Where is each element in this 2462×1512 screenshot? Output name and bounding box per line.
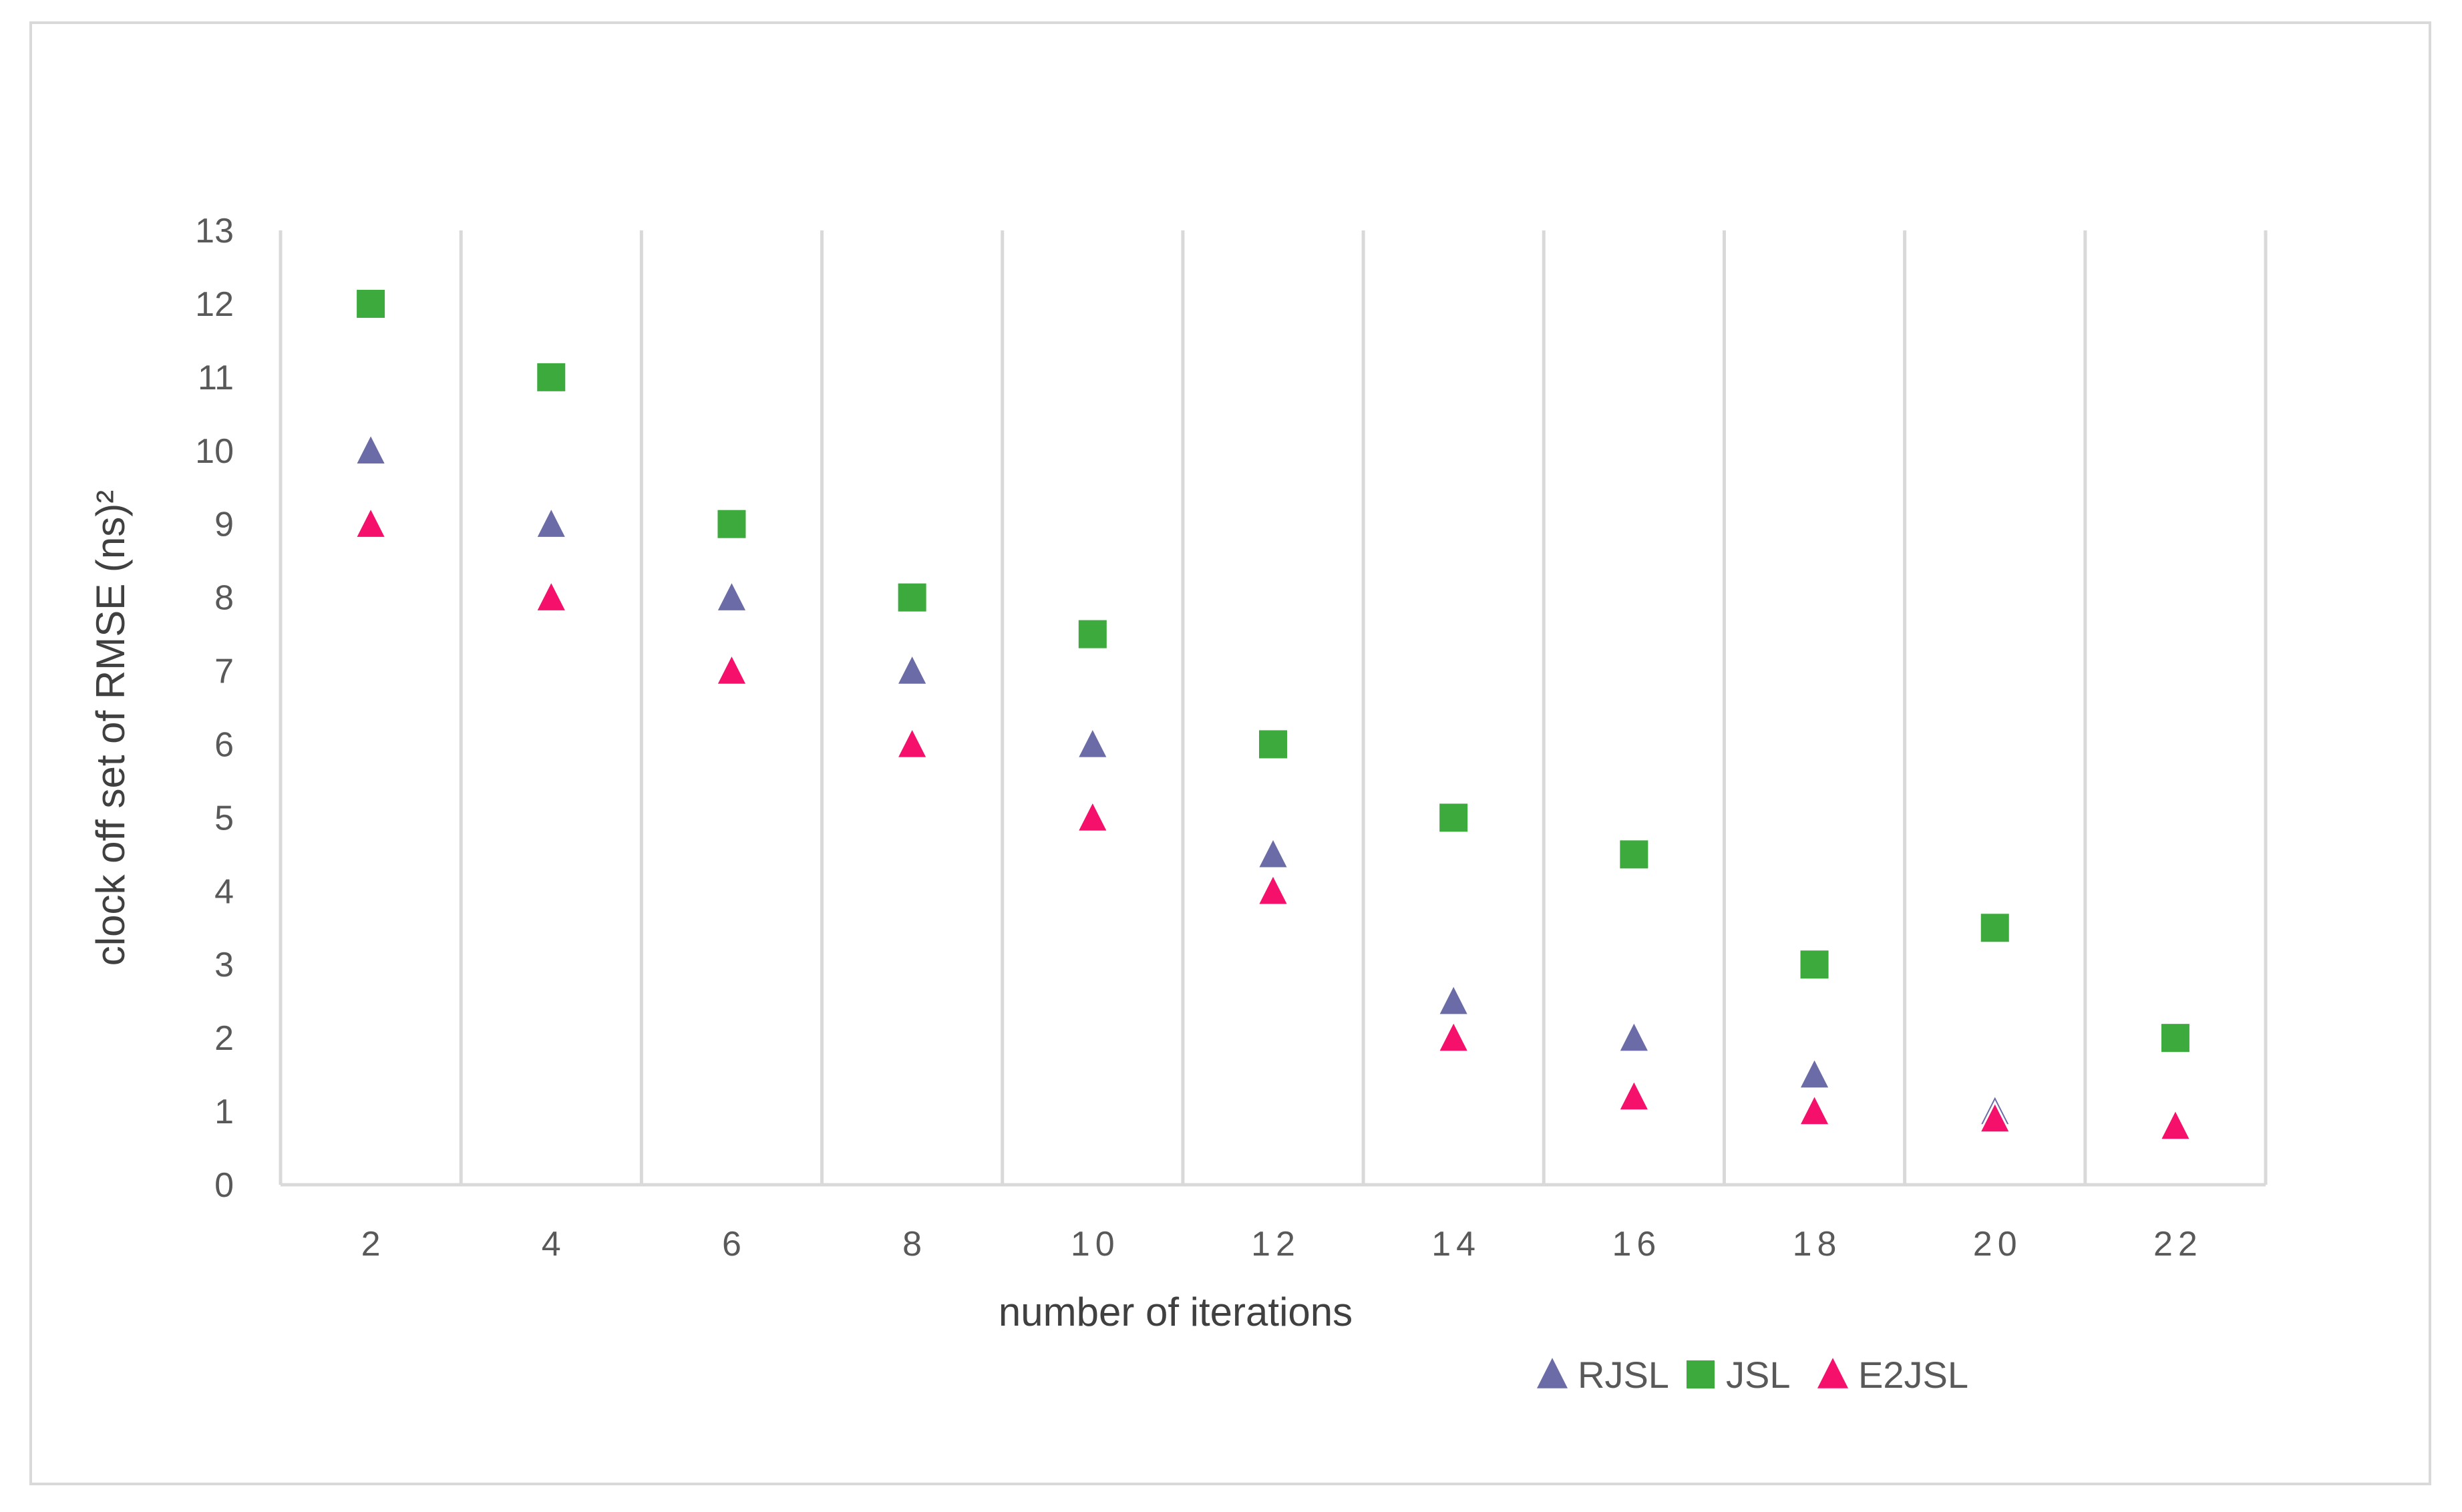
y-tick-label: 5: [214, 799, 234, 837]
x-tick-label: 4: [542, 1225, 566, 1264]
x-tick-label: 14: [1431, 1225, 1481, 1264]
x-tick-label: 10: [1071, 1225, 1120, 1264]
point-e2jsl: [1978, 1100, 2012, 1134]
chart-frame: [29, 21, 2431, 1485]
y-axis-title: clock off set of RMSE (ns)²: [88, 490, 133, 966]
point-jsl: [1800, 950, 1829, 979]
y-tick-label: 7: [214, 652, 234, 691]
point-e2jsl: [895, 725, 930, 759]
point-rjsl: [1075, 725, 1110, 759]
x-tick-label: 16: [1612, 1225, 1661, 1264]
x-tick-label: 8: [902, 1225, 927, 1264]
point-rjsl: [895, 652, 930, 686]
y-tick-label: 6: [214, 725, 234, 764]
legend-label: E2JSL: [1858, 1354, 1968, 1396]
point-rjsl: [1436, 982, 1471, 1016]
point-e2jsl: [353, 505, 388, 539]
point-e2jsl: [1797, 1093, 1831, 1127]
x-tick-label: 6: [722, 1225, 747, 1264]
point-jsl: [898, 583, 926, 612]
y-tick-label: 10: [195, 432, 234, 471]
point-rjsl: [1616, 1019, 1651, 1053]
point-jsl: [717, 510, 746, 538]
y-tick-label: 2: [214, 1019, 234, 1058]
point-e2jsl: [534, 578, 568, 612]
y-tick-label: 0: [214, 1166, 234, 1205]
point-jsl: [1078, 620, 1107, 648]
point-e2jsl: [715, 652, 749, 686]
legend-item-rjsl: RJSL: [1537, 1354, 1669, 1396]
y-tick-label: 9: [214, 506, 234, 544]
x-axis-title: number of iterations: [999, 1290, 1353, 1334]
point-jsl: [1620, 840, 1648, 869]
x-tick-label: 22: [2153, 1225, 2203, 1264]
point-e2jsl: [1436, 1019, 1471, 1053]
point-rjsl: [1256, 835, 1290, 870]
point-e2jsl: [1075, 799, 1110, 833]
y-tick-label: 12: [195, 285, 234, 324]
x-tick-label: 20: [1973, 1225, 2023, 1264]
y-tick-label: 4: [214, 872, 234, 911]
legend-item-e2jsl: E2JSL: [1817, 1354, 1968, 1396]
point-rjsl: [715, 578, 749, 612]
y-tick-label: 1: [214, 1093, 234, 1131]
point-rjsl: [534, 505, 568, 539]
x-tick-label: 18: [1793, 1225, 1842, 1264]
point-rjsl: [1797, 1056, 1831, 1090]
y-tick-label: 3: [214, 946, 234, 984]
legend: RJSL JSL E2JSL: [1537, 1354, 1968, 1396]
legend-label: RJSL: [1578, 1354, 1669, 1396]
point-jsl: [357, 289, 385, 318]
legend-square-marker: [1687, 1360, 1715, 1388]
x-tick-label: 2: [361, 1225, 386, 1264]
gridlines: [279, 230, 2268, 1185]
y-tick-label: 8: [214, 579, 234, 618]
point-e2jsl: [2158, 1107, 2193, 1141]
series-rjsl: [353, 431, 2012, 1127]
x-axis-ticks: 2 4 6 8 10 12 14 16 18 20 22: [361, 1225, 2203, 1264]
point-jsl: [2161, 1024, 2189, 1053]
series-e2jsl: [353, 505, 2193, 1141]
point-jsl: [1980, 914, 2009, 942]
legend-item-jsl: JSL: [1687, 1354, 1791, 1396]
series-jsl: [357, 289, 2189, 1053]
point-jsl: [1439, 803, 1468, 832]
point-e2jsl: [1256, 872, 1290, 906]
point-rjsl: [353, 431, 388, 465]
legend-triangle-marker: [1537, 1358, 1568, 1388]
x-tick-label: 12: [1251, 1225, 1300, 1264]
point-jsl: [1259, 730, 1287, 759]
y-tick-label: 11: [198, 359, 234, 397]
point-jsl: [537, 363, 566, 391]
data-points: [353, 289, 2193, 1141]
legend-triangle-marker: [1817, 1358, 1848, 1388]
y-tick-label: 13: [195, 212, 234, 250]
point-e2jsl: [1616, 1078, 1651, 1112]
legend-label: JSL: [1726, 1354, 1791, 1396]
